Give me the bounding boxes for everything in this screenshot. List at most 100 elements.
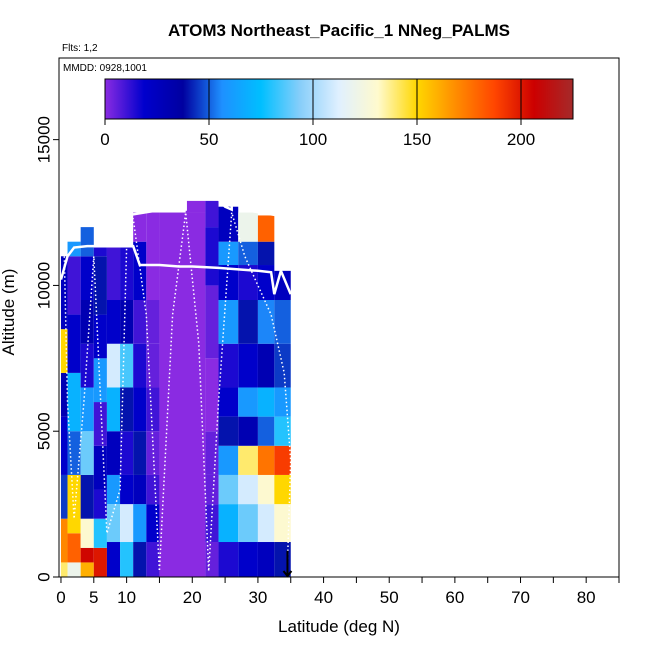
- heatmap-cell: [146, 474, 160, 505]
- heatmap-cell: [60, 416, 68, 475]
- heatmap-cell: [257, 241, 275, 266]
- heatmap-cell: [133, 431, 147, 475]
- heatmap-cell: [80, 343, 94, 388]
- heatmap-cell: [93, 402, 107, 446]
- colorbar-tick-label: 50: [200, 130, 219, 149]
- heatmap-cell: [80, 387, 94, 432]
- heatmap-cell: [274, 416, 291, 446]
- heatmap-cell: [93, 247, 107, 257]
- chart-title: ATOM3 Northeast_Pacific_1 NNeg_PALMS: [168, 21, 510, 40]
- heatmap-cell: [205, 431, 219, 475]
- flight-track-profile: [63, 212, 292, 572]
- y-axis-label: Altitude (m): [0, 269, 18, 356]
- heatmap-cell: [120, 431, 134, 475]
- heatmap-cell: [218, 445, 239, 475]
- heatmap-cell: [106, 431, 121, 475]
- heatmap-cell: [238, 542, 258, 577]
- heatmap-cell: [257, 504, 275, 543]
- heatmap-cell: [238, 387, 258, 417]
- heatmap-cell: [67, 562, 81, 577]
- heatmap-cell: [80, 256, 94, 301]
- y-tick-label: 0: [34, 572, 53, 581]
- heatmap-cell: [274, 387, 291, 417]
- heatmap-cell: [133, 300, 147, 344]
- heatmap-cell: [218, 265, 239, 301]
- heatmap-cell: [218, 387, 239, 417]
- heatmap-cell: [60, 562, 68, 577]
- flights-subtitle: Flts: 1,2: [62, 43, 98, 54]
- heatmap-cell: [146, 212, 160, 301]
- heatmap-cell: [146, 343, 160, 388]
- heatmap-cell: [257, 445, 275, 475]
- heatmap-cell: [80, 300, 94, 344]
- heatmap-cell: [205, 227, 219, 286]
- heatmap-cell: [146, 387, 160, 432]
- x-axis-label: Latitude (deg N): [278, 617, 400, 636]
- x-tick-label: 0: [56, 588, 65, 607]
- heatmap-cell: [106, 247, 121, 301]
- x-tick-label: 40: [314, 588, 333, 607]
- heatmap-cell: [60, 474, 68, 519]
- heatmap-cell: [238, 265, 258, 301]
- heatmap-cell: [67, 372, 81, 432]
- heatmap-cell: [274, 300, 291, 344]
- heatmap-cell: [205, 542, 219, 577]
- y-tick-label: 15000: [34, 116, 53, 163]
- plot-frame: [58, 57, 620, 578]
- heatmap-cell: [67, 431, 81, 475]
- heatmap-cell: [205, 504, 219, 543]
- heatmap-cell: [257, 215, 275, 242]
- heatmap-cell: [120, 343, 134, 388]
- heatmap-cell: [93, 358, 107, 403]
- end-marker: [282, 550, 293, 578]
- heatmap-cell: [67, 533, 81, 563]
- heatmap-cell: [120, 387, 134, 432]
- heatmap-cell: [218, 300, 239, 344]
- heatmap-cell: [60, 256, 68, 330]
- heatmap-cell: [67, 314, 81, 373]
- heatmap-cell: [238, 343, 258, 388]
- heatmap-cell: [60, 329, 68, 373]
- heatmap-cell: [274, 474, 291, 505]
- x-tick-label: 70: [511, 588, 530, 607]
- heatmap-cell: [80, 562, 94, 577]
- x-tick-label: 20: [183, 588, 202, 607]
- x-tick-label: 30: [248, 588, 267, 607]
- heatmap-cell: [120, 300, 134, 344]
- heatmap-cell: [257, 474, 275, 505]
- heatmap-cell: [146, 300, 160, 344]
- heatmap-cell: [205, 358, 219, 432]
- heatmap-cell: [205, 474, 219, 505]
- heatmap-cell: [106, 542, 121, 577]
- heatmap-cell: [274, 504, 291, 543]
- heatmap-cell: [238, 474, 258, 505]
- heatmap-cell: [106, 387, 121, 432]
- heatmap-cell: [106, 300, 121, 344]
- heatmap-cell: [146, 542, 160, 577]
- heatmap-cell: [205, 285, 219, 359]
- heatmap-cell: [93, 489, 107, 519]
- heatmap-cell: [133, 343, 147, 388]
- heatmap-cell: [93, 256, 107, 315]
- heatmap-cell: [80, 547, 94, 563]
- flight-tracks: [59, 198, 292, 572]
- heatmap-cell: [218, 416, 239, 446]
- heatmap-cell: [238, 300, 258, 344]
- heatmap-cell: [238, 416, 258, 446]
- heatmap-cell: [133, 542, 147, 577]
- heatmap-cell: [133, 474, 147, 505]
- heatmap-cell: [93, 547, 107, 577]
- heatmap-cell: [93, 518, 107, 548]
- heatmap-cell: [218, 542, 239, 577]
- heatmap-cell: [80, 518, 94, 548]
- heatmap-cell: [257, 387, 275, 417]
- heatmap-cell: [106, 474, 121, 505]
- heatmap-cell: [159, 212, 206, 578]
- colorbar-tick-label: 200: [507, 130, 535, 149]
- heatmap-cell: [218, 474, 239, 505]
- colorbar-tick-label: 0: [100, 130, 109, 149]
- heatmap-cell: [133, 504, 147, 543]
- heatmap-cell: [205, 200, 219, 228]
- heatmap-cell: [120, 474, 134, 505]
